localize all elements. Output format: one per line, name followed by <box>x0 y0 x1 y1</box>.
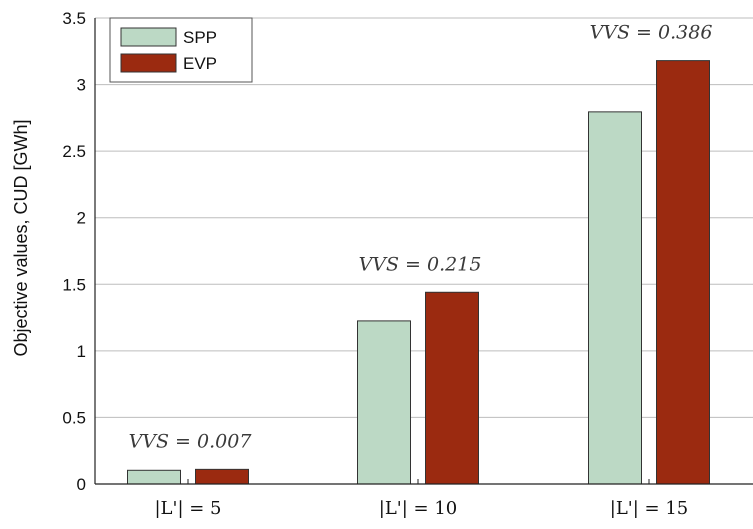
y-tick-label: 3.5 <box>62 9 86 28</box>
axes <box>94 18 753 485</box>
legend-label-spp: SPP <box>183 28 217 47</box>
y-tick-label: 1.5 <box>62 275 86 294</box>
y-tick-label: 1 <box>77 342 86 361</box>
legend-swatch-evp <box>120 53 177 73</box>
y-tick-label: 2.5 <box>62 142 86 161</box>
y-tick-label: 3 <box>77 76 86 95</box>
x-category-label: |L'| = 15 <box>610 498 688 519</box>
x-category-labels: |L'| = 5 |L'| = 10 |L'| = 15 <box>154 498 688 519</box>
y-tick-label: 0.5 <box>62 408 86 427</box>
x-category-label: |L'| = 10 <box>379 498 457 519</box>
bar-evp-1 <box>195 468 249 485</box>
bar-evp-2 <box>425 291 479 485</box>
y-tick-label: 0 <box>77 475 86 494</box>
bars <box>127 60 710 485</box>
bar-evp-3 <box>656 60 710 485</box>
x-category-label: |L'| = 5 <box>154 498 221 519</box>
vvs-annotation: VVS = 0.007 <box>129 430 253 452</box>
legend-label-evp: EVP <box>183 54 217 73</box>
bar-spp-3 <box>588 111 642 485</box>
vvs-annotation: VVS = 0.215 <box>359 253 482 275</box>
y-axis-label: Objective values, CUD [GWh] <box>11 119 31 356</box>
bar-spp-1 <box>127 469 181 485</box>
annotations: VVS = 0.007 VVS = 0.215 VVS = 0.386 <box>129 22 713 453</box>
bar-spp-2 <box>357 320 411 485</box>
legend-swatch-spp <box>120 27 177 47</box>
vvs-annotation: VVS = 0.386 <box>590 22 713 44</box>
y-tick-label: 2 <box>77 209 86 228</box>
legend: SPP EVP <box>109 17 253 83</box>
y-tick-labels: 0 0.5 1 1.5 2 2.5 3 3.5 <box>62 9 86 494</box>
